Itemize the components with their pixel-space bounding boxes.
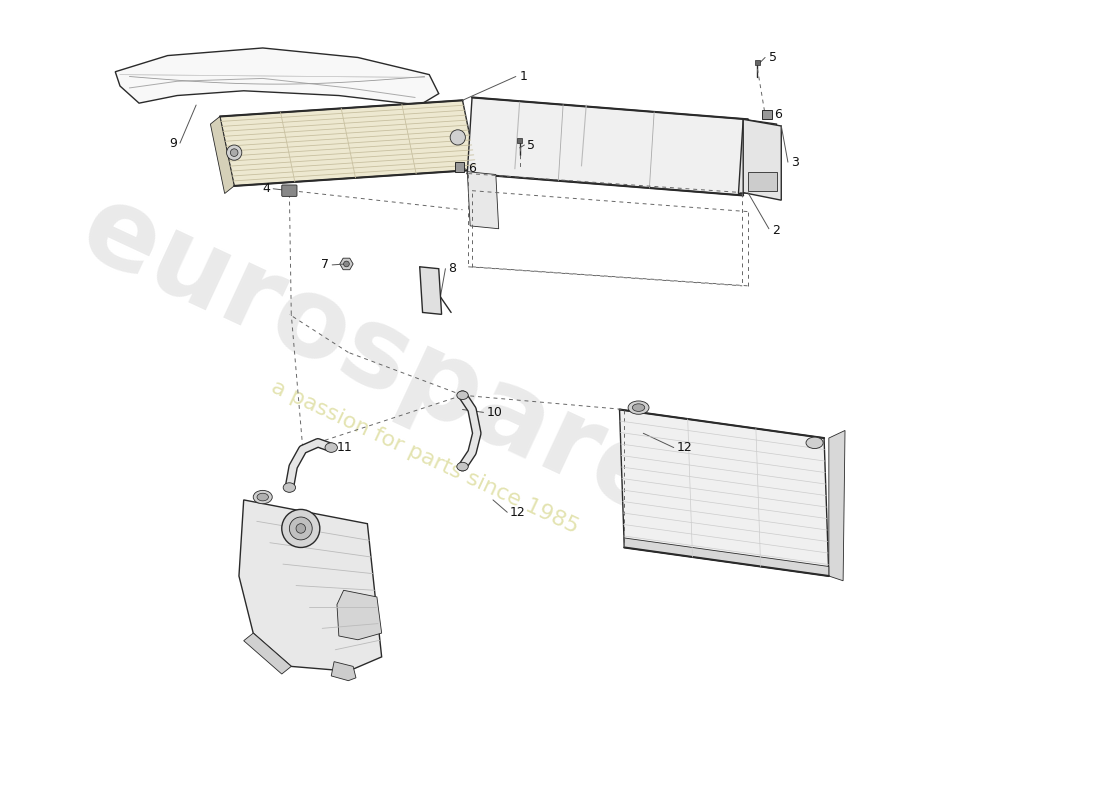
Polygon shape bbox=[210, 117, 234, 194]
Text: 1: 1 bbox=[519, 70, 528, 83]
Text: 12: 12 bbox=[510, 506, 526, 518]
Text: a passion for parts since 1985: a passion for parts since 1985 bbox=[267, 377, 582, 538]
Polygon shape bbox=[744, 119, 781, 200]
Bar bbox=[762, 110, 772, 119]
Ellipse shape bbox=[632, 404, 645, 411]
Text: 12: 12 bbox=[676, 441, 692, 454]
Circle shape bbox=[227, 145, 242, 160]
Bar bbox=[748, 172, 777, 190]
Text: 2: 2 bbox=[772, 224, 780, 237]
Polygon shape bbox=[340, 258, 353, 270]
Circle shape bbox=[230, 149, 238, 157]
Circle shape bbox=[289, 517, 312, 540]
Polygon shape bbox=[619, 410, 828, 576]
Polygon shape bbox=[239, 500, 382, 671]
Text: eurospares: eurospares bbox=[65, 174, 747, 569]
Polygon shape bbox=[331, 662, 356, 681]
Text: 4: 4 bbox=[263, 182, 271, 195]
Ellipse shape bbox=[283, 482, 296, 492]
Text: 3: 3 bbox=[791, 156, 799, 169]
Circle shape bbox=[450, 130, 465, 145]
Circle shape bbox=[343, 261, 350, 266]
Bar bbox=[455, 162, 464, 172]
Polygon shape bbox=[625, 538, 828, 576]
Text: 6: 6 bbox=[469, 162, 476, 175]
Text: 5: 5 bbox=[769, 51, 777, 64]
Text: 9: 9 bbox=[169, 137, 177, 150]
Ellipse shape bbox=[326, 443, 338, 452]
Text: 8: 8 bbox=[449, 262, 456, 275]
Polygon shape bbox=[116, 48, 439, 105]
Polygon shape bbox=[337, 590, 382, 640]
Ellipse shape bbox=[628, 401, 649, 414]
Bar bbox=[517, 138, 522, 143]
Text: 11: 11 bbox=[337, 441, 353, 454]
Polygon shape bbox=[420, 266, 441, 314]
Text: 10: 10 bbox=[486, 406, 503, 419]
Ellipse shape bbox=[257, 494, 268, 501]
Text: 5: 5 bbox=[527, 138, 536, 151]
Ellipse shape bbox=[456, 391, 469, 399]
Polygon shape bbox=[468, 98, 748, 195]
Text: 6: 6 bbox=[774, 108, 782, 121]
Polygon shape bbox=[468, 172, 498, 229]
Polygon shape bbox=[828, 430, 845, 581]
Ellipse shape bbox=[253, 490, 272, 504]
Ellipse shape bbox=[456, 462, 469, 471]
FancyBboxPatch shape bbox=[282, 185, 297, 196]
Circle shape bbox=[282, 510, 320, 547]
Polygon shape bbox=[244, 633, 292, 674]
Ellipse shape bbox=[806, 437, 823, 449]
Bar bbox=[755, 60, 760, 65]
Polygon shape bbox=[738, 119, 777, 194]
Polygon shape bbox=[220, 100, 476, 186]
Circle shape bbox=[296, 524, 306, 534]
Text: 7: 7 bbox=[321, 258, 329, 271]
